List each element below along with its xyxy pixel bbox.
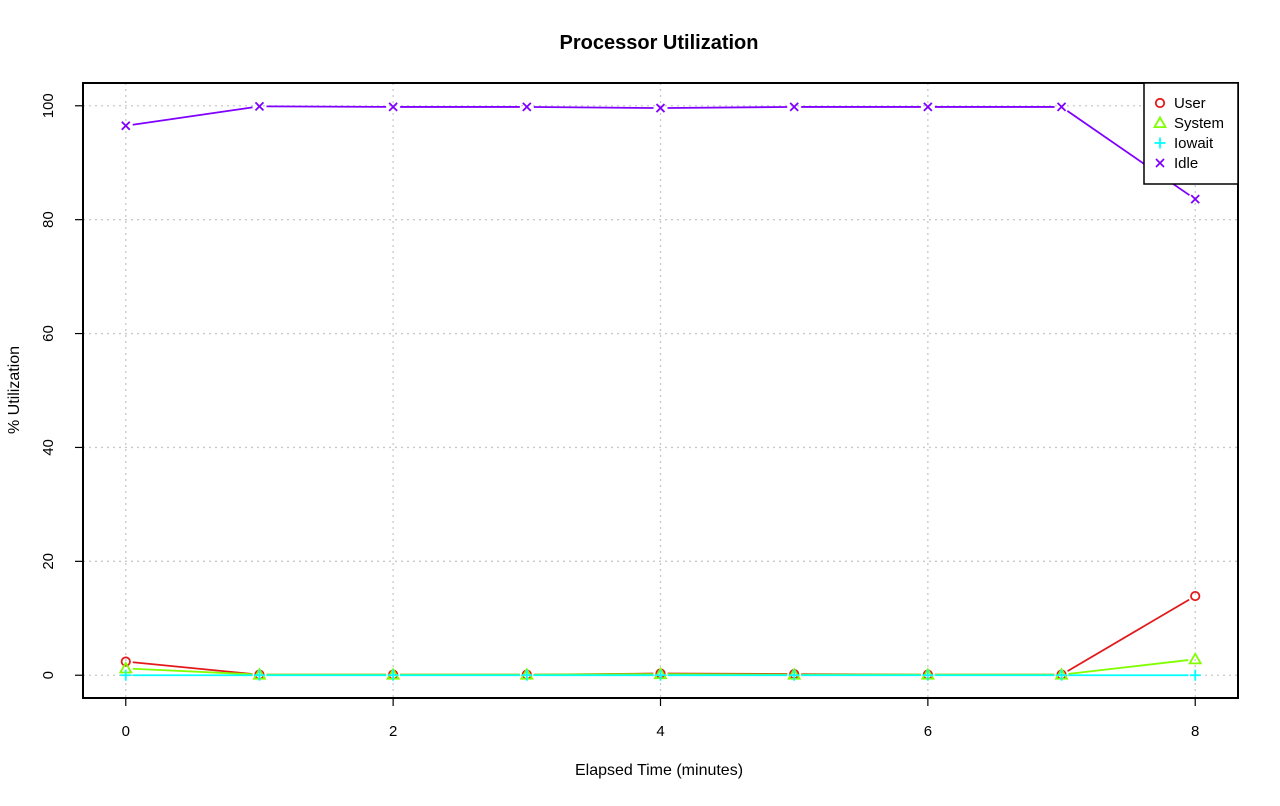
x-tick-label: 4 bbox=[656, 723, 664, 740]
marker-cross-b bbox=[522, 102, 532, 112]
y-tick-label: 40 bbox=[40, 439, 57, 456]
data-point bbox=[388, 102, 398, 112]
series-line-segment bbox=[1067, 598, 1190, 672]
marker-cross-b bbox=[923, 102, 933, 112]
chart-title: Processor Utilization bbox=[560, 32, 759, 54]
series-line-segment bbox=[266, 105, 387, 108]
marker-circle bbox=[1190, 590, 1201, 602]
series-layer bbox=[118, 101, 1203, 681]
legend-label: User bbox=[1174, 95, 1206, 112]
y-tick-label: 100 bbox=[40, 93, 57, 118]
marker-cross-b bbox=[655, 103, 666, 113]
data-point bbox=[120, 656, 131, 667]
data-point bbox=[788, 669, 800, 681]
series-line-segment bbox=[667, 106, 788, 109]
series-line-segment bbox=[132, 667, 253, 676]
data-point bbox=[522, 102, 532, 112]
marker-cross-b bbox=[789, 102, 799, 112]
marker-cross-b bbox=[121, 121, 131, 131]
legend-marker bbox=[1152, 115, 1168, 129]
series-line-segment bbox=[533, 106, 654, 109]
y-tick-label: 80 bbox=[40, 211, 57, 228]
legend: User System Iowait Idle bbox=[1143, 82, 1239, 185]
marker-cross-b bbox=[254, 101, 265, 111]
x-tick-label: 8 bbox=[1191, 723, 1199, 740]
x-tick-label: 0 bbox=[122, 723, 130, 740]
data-point bbox=[254, 101, 265, 111]
marker-cross-b bbox=[1056, 102, 1067, 112]
legend-box bbox=[1143, 82, 1239, 185]
series-line-segment bbox=[132, 661, 253, 675]
data-point bbox=[922, 669, 934, 681]
data-point bbox=[923, 102, 933, 112]
data-point bbox=[1056, 669, 1068, 681]
data-point bbox=[1190, 194, 1200, 204]
data-point bbox=[789, 102, 799, 112]
data-point bbox=[1190, 590, 1201, 602]
data-point bbox=[1189, 669, 1201, 681]
y-tick-label: 0 bbox=[40, 671, 57, 679]
data-point bbox=[387, 669, 399, 681]
legend-item-iowait: Iowait bbox=[1154, 135, 1214, 152]
marker-cross-b bbox=[1190, 194, 1200, 204]
legend-label: System bbox=[1174, 115, 1224, 132]
y-tick-label: 60 bbox=[40, 325, 57, 342]
grid-layer bbox=[83, 83, 1238, 698]
y-tick-label: 20 bbox=[40, 553, 57, 570]
series-line-segment bbox=[1068, 659, 1189, 675]
data-point bbox=[1056, 102, 1067, 112]
series-idle bbox=[121, 101, 1200, 204]
y-axis-label: % Utilization bbox=[6, 346, 23, 434]
x-axis-label: Elapsed Time (minutes) bbox=[575, 762, 743, 779]
legend-item-user: User bbox=[1154, 95, 1206, 112]
data-point bbox=[655, 103, 666, 113]
x-tick-label: 2 bbox=[389, 723, 397, 740]
data-point bbox=[1188, 651, 1203, 665]
legend-label: Iowait bbox=[1174, 135, 1214, 152]
x-tick-label: 6 bbox=[924, 723, 932, 740]
legend-item-system: System bbox=[1152, 115, 1224, 132]
data-point bbox=[120, 669, 132, 681]
marker-circle bbox=[1154, 97, 1166, 109]
marker-triangle bbox=[1188, 651, 1203, 665]
series-iowait bbox=[120, 669, 1201, 681]
series-line-segment bbox=[132, 106, 253, 126]
legend-label: Idle bbox=[1174, 155, 1198, 172]
marker-circle bbox=[120, 656, 131, 667]
data-point bbox=[521, 669, 533, 681]
legend-marker bbox=[1155, 158, 1165, 168]
data-point bbox=[121, 121, 131, 131]
marker-cross-b bbox=[1155, 158, 1165, 168]
data-point bbox=[253, 669, 265, 681]
marker-triangle bbox=[1152, 115, 1168, 129]
legend-marker bbox=[1154, 137, 1166, 149]
marker-cross-b bbox=[388, 102, 398, 112]
legend-marker bbox=[1154, 97, 1166, 109]
legend-item-idle: Idle bbox=[1155, 155, 1198, 172]
data-point bbox=[655, 669, 666, 681]
